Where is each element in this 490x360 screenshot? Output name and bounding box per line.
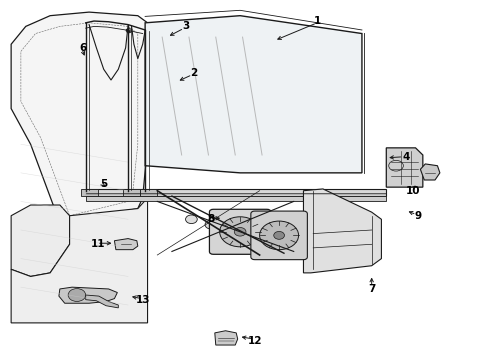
Polygon shape [86, 295, 118, 308]
Text: 10: 10 [406, 186, 420, 196]
Polygon shape [123, 189, 140, 196]
Polygon shape [59, 287, 117, 303]
Circle shape [220, 217, 261, 247]
Circle shape [220, 226, 231, 234]
Circle shape [186, 215, 197, 224]
Polygon shape [386, 148, 423, 187]
Polygon shape [115, 239, 138, 249]
Text: 8: 8 [207, 214, 215, 224]
Polygon shape [86, 189, 386, 196]
Polygon shape [11, 205, 70, 276]
Polygon shape [11, 198, 147, 323]
FancyBboxPatch shape [209, 209, 271, 254]
Text: 6: 6 [79, 43, 87, 53]
Text: 7: 7 [368, 284, 375, 294]
FancyBboxPatch shape [251, 211, 307, 260]
Circle shape [234, 228, 246, 236]
Polygon shape [140, 189, 157, 196]
Text: 4: 4 [402, 152, 410, 162]
Text: 13: 13 [135, 295, 150, 305]
Polygon shape [303, 189, 381, 273]
Polygon shape [86, 196, 386, 202]
Circle shape [274, 231, 285, 239]
Text: 9: 9 [415, 211, 421, 221]
Circle shape [260, 221, 298, 249]
Text: 1: 1 [314, 16, 321, 26]
Text: 2: 2 [190, 68, 197, 78]
Circle shape [68, 289, 86, 301]
Text: 5: 5 [100, 179, 107, 189]
Polygon shape [215, 331, 238, 345]
Polygon shape [11, 12, 147, 223]
Circle shape [126, 28, 132, 33]
Polygon shape [420, 164, 440, 180]
Polygon shape [81, 189, 98, 196]
Text: 12: 12 [247, 336, 262, 346]
Text: 3: 3 [182, 21, 189, 31]
Circle shape [205, 220, 217, 229]
Polygon shape [145, 16, 362, 173]
Text: 11: 11 [91, 239, 105, 249]
